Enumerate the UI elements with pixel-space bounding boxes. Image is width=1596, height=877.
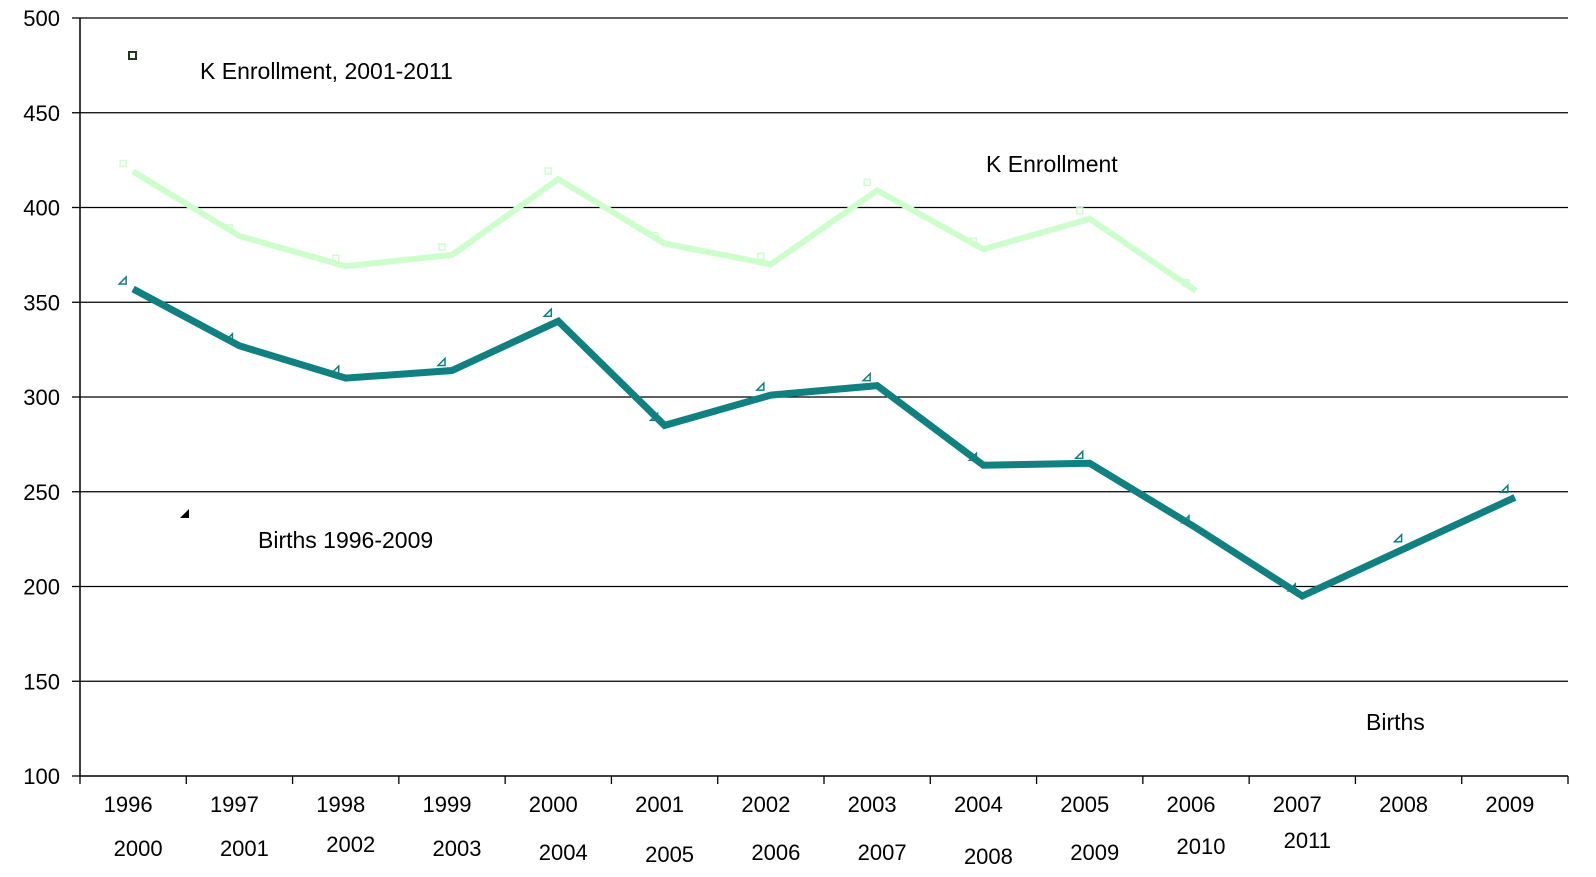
y-tick-label: 400 <box>23 196 60 221</box>
x-tick-label-enrollment-year: 2002 <box>326 832 375 857</box>
births-marker <box>436 356 446 367</box>
x-tick-label-birth-year: 2009 <box>1485 792 1534 817</box>
k-enrollment-marker <box>1075 207 1084 215</box>
x-tick-label-enrollment-year: 2009 <box>1070 840 1119 865</box>
y-tick-label: 100 <box>23 764 60 789</box>
k-enrollment-marker <box>757 252 765 261</box>
x-tick-label-enrollment-year: 2003 <box>433 836 482 861</box>
births-series-label: Births <box>1366 709 1425 735</box>
y-tick-label: 350 <box>23 290 60 315</box>
births-marker <box>967 451 978 461</box>
k-enrollment-marker <box>225 224 234 232</box>
births-marker <box>1392 532 1403 543</box>
x-tick-label-enrollment-year: 2011 <box>1284 828 1331 853</box>
x-tick-label-birth-year: 1996 <box>104 792 153 817</box>
x-tick-label-birth-year: 2002 <box>741 792 790 817</box>
x-tick-label-enrollment-year: 2001 <box>220 836 269 861</box>
y-tick-label: 150 <box>23 669 60 694</box>
x-tick-label-birth-year: 1998 <box>316 792 365 817</box>
x-tick-label-enrollment-year: 2008 <box>964 844 1013 869</box>
births-marker <box>542 307 553 317</box>
k-enrollment-marker <box>331 254 340 262</box>
y-ticks: 100 150 200 250 300 350 400 450 500 <box>23 6 80 789</box>
y-tick-label: 450 <box>23 101 60 126</box>
enrollment-legend-marker <box>128 51 137 60</box>
x-tick-label-birth-year: 1999 <box>423 792 472 817</box>
y-tick-label: 300 <box>23 385 60 410</box>
x-tick-label-birth-year: 2007 <box>1273 792 1322 817</box>
y-tick-label: 200 <box>23 575 60 600</box>
x-tick-label-enrollment-year: 2010 <box>1177 834 1226 859</box>
x-tick-label-birth-year: 2006 <box>1167 792 1216 817</box>
x-tick-label-birth-year: 1997 <box>210 792 259 817</box>
x-tick-label-birth-year: 2001 <box>635 792 684 817</box>
births-marker <box>861 371 871 382</box>
x-tick-label-enrollment-year: 2006 <box>751 840 800 865</box>
x-tick-label-enrollment-year: 2005 <box>645 842 694 867</box>
births-marker <box>1286 582 1297 592</box>
k-enrollment-marker <box>544 167 553 175</box>
k-enrollment-marker <box>650 231 659 240</box>
k-enrollment-marker <box>863 178 871 187</box>
series-line-births <box>131 285 1517 600</box>
births-marker <box>755 381 765 391</box>
enrollment-legend-text: K Enrollment, 2001-2011 <box>200 58 453 84</box>
series-layer <box>131 168 1517 600</box>
x-tick-label-enrollment-year: 2007 <box>858 840 907 865</box>
gridlines <box>80 17 1568 682</box>
x-tick-label-enrollment-year: 2000 <box>114 836 163 861</box>
births-marker <box>117 275 127 285</box>
k-enrollment-marker <box>969 237 978 245</box>
births-legend-marker <box>180 509 189 518</box>
k-enrollment-marker <box>119 159 127 168</box>
k-enrollment-marker <box>1182 279 1190 287</box>
enrollment-series-label: K Enrollment <box>986 151 1118 177</box>
births-marker <box>648 411 659 422</box>
births-marker <box>1180 513 1190 524</box>
births-marker <box>1499 483 1509 494</box>
markers-layer <box>117 159 1509 592</box>
series-line-k-enrollment <box>131 168 1198 294</box>
x-tick-label-birth-year: 2000 <box>529 792 578 817</box>
x-tick-label-birth-year: 2004 <box>954 792 1003 817</box>
x-tick-label-birth-year: 2005 <box>1060 792 1109 817</box>
x-tick-label-enrollment-year: 2004 <box>539 840 588 865</box>
births-marker <box>223 332 234 342</box>
births-marker <box>329 364 340 374</box>
x-tick-label-birth-year: 2003 <box>848 792 897 817</box>
births-marker <box>1073 449 1084 460</box>
y-tick-label: 500 <box>23 6 60 31</box>
x-tick-label-birth-year: 2008 <box>1379 792 1428 817</box>
x-ticks: 1996 1997 1998 1999 2000 2001 2002 2003 2004 2005… <box>79 776 1569 869</box>
births-legend-text: Births 1996-2009 <box>258 527 433 553</box>
k-enrollment-marker <box>438 243 446 251</box>
y-tick-label: 250 <box>23 480 60 505</box>
